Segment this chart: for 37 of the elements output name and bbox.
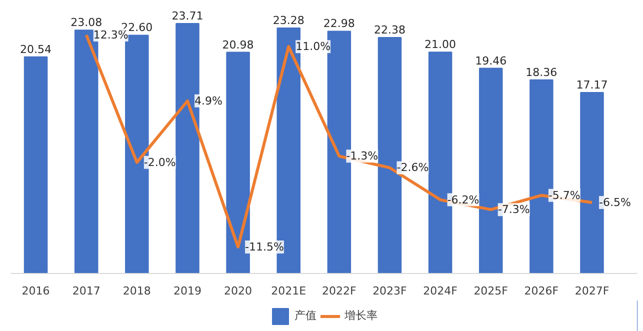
data-label: -7.3% xyxy=(498,203,530,216)
data-label: 23.28 xyxy=(272,14,304,28)
data-label: -6.2% xyxy=(447,193,480,206)
data-label: -1.3% xyxy=(346,150,378,163)
data-label: 18.36 xyxy=(526,66,558,79)
x-tick-label: 2024F xyxy=(423,284,458,298)
legend-label: 产值 xyxy=(294,308,316,323)
x-tick-label: 2022F xyxy=(322,284,356,298)
data-label: 21.00 xyxy=(424,38,456,52)
legend-label: 增长率 xyxy=(344,308,378,323)
data-label: 22.98 xyxy=(323,17,355,30)
data-label: 23.71 xyxy=(172,10,204,22)
x-tick-label: 2021E xyxy=(271,284,306,298)
data-label: -2.0% xyxy=(144,156,176,169)
data-label: 23.08 xyxy=(70,16,102,30)
data-label: -5.7% xyxy=(548,188,580,202)
x-tick-label: 2018 xyxy=(122,284,151,298)
x-tick-label: 2025F xyxy=(474,284,508,298)
data-label: 4.9% xyxy=(194,94,222,108)
x-tick-label: 2016 xyxy=(22,284,50,298)
data-label: -6.5% xyxy=(598,196,631,209)
data-label: 19.46 xyxy=(475,54,507,68)
x-tick-label: 2027F xyxy=(574,284,610,298)
data-label: 17.17 xyxy=(576,78,608,92)
x-tick-label: 2019 xyxy=(173,284,202,298)
data-label: -2.6% xyxy=(396,161,429,174)
x-tick-label: 2023F xyxy=(372,284,407,298)
data-label: 12.3% xyxy=(93,28,128,42)
data-label: 11.0% xyxy=(296,40,331,54)
bar xyxy=(24,56,48,274)
data-label: 22.38 xyxy=(374,24,406,37)
data-label: 20.98 xyxy=(222,38,254,52)
data-label: 20.54 xyxy=(20,42,52,56)
x-tick-label: 2026F xyxy=(524,284,559,298)
x-tick-label: 2017 xyxy=(72,284,100,298)
x-tick-label: 2020 xyxy=(224,284,252,298)
data-label: -11.5% xyxy=(245,240,284,254)
